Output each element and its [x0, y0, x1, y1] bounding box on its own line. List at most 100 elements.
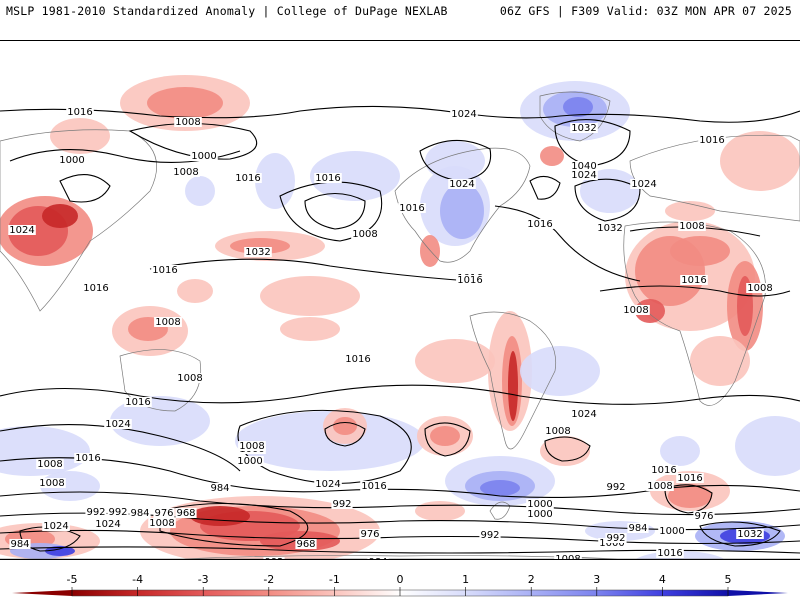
isobar-label: 1016 — [314, 173, 342, 184]
isobar-label: 1032 — [596, 223, 624, 234]
isobar-label: 1008 — [351, 229, 379, 240]
colorbar-tick-label: -3 — [198, 573, 209, 586]
anomaly-blob — [42, 204, 78, 228]
colorbar-segment — [531, 590, 598, 596]
isobar-label-bg — [526, 499, 554, 509]
isobar-label: 1016 — [151, 265, 179, 276]
colorbar-tick-label: 4 — [659, 573, 666, 586]
isobar-label: 1008 — [154, 317, 182, 328]
anomaly-blob — [333, 417, 357, 435]
anomaly-blob — [670, 236, 730, 266]
colorbar-segment — [465, 590, 532, 596]
isobar-line — [529, 175, 561, 200]
isobar-label-text: 1024 — [43, 521, 68, 532]
coastline — [0, 129, 158, 312]
isobar-label: 1000 — [190, 151, 218, 162]
isobar-label-bg — [154, 317, 182, 327]
isobar-label-text: 1008 — [177, 373, 202, 384]
isobar-label: 1024 — [630, 179, 658, 190]
isobar-line — [599, 285, 791, 297]
anomaly-blob — [735, 416, 800, 476]
isobar-line — [424, 422, 471, 457]
isobar-label-bg — [124, 397, 152, 407]
isobar-label-bg — [107, 507, 129, 517]
isobar-label-bg — [693, 511, 715, 521]
map-title: MSLP 1981-2010 Standardized Anomaly | Co… — [6, 4, 448, 18]
isobar-label-text: 1000 — [527, 509, 552, 520]
isobar-label-text: 976 — [154, 508, 173, 519]
isobar-label: 1000 — [236, 456, 264, 467]
isobar-line — [544, 436, 591, 462]
isobar-label-bg — [622, 305, 650, 315]
isobar-label-text: 1024 — [451, 109, 476, 120]
isobar-line — [0, 529, 800, 545]
isobar-label-bg — [570, 161, 598, 171]
isobar-label-bg — [190, 151, 218, 161]
isobar-label-bg — [658, 526, 686, 536]
isobar-line — [494, 205, 641, 282]
isobar-label-text: 1008 — [555, 554, 580, 559]
isobar-label-bg — [456, 275, 484, 285]
isobar-label: 1008 — [148, 518, 176, 529]
isobar-label-bg — [153, 508, 175, 518]
isobar-label: 984 — [129, 508, 151, 519]
isobar-label-text: 1000 — [599, 538, 624, 549]
isobar-label: 1040 — [570, 161, 598, 172]
isobar-label-bg — [151, 265, 179, 275]
isobar-line — [419, 139, 492, 182]
isobar-label-text: 1024 — [9, 225, 34, 236]
isobar-label-text: 1008 — [39, 478, 64, 489]
colorbar-tick-label: 3 — [593, 573, 600, 586]
isobar-label-bg — [129, 508, 151, 518]
isobar-label-bg — [544, 426, 572, 436]
isobar-label-bg — [238, 441, 266, 451]
isobar-label-bg — [234, 173, 262, 183]
isobar-label-text: 992 — [606, 482, 625, 493]
anomaly-blob — [668, 484, 712, 508]
isobar-label-bg — [94, 519, 122, 529]
isobar-label-bg — [570, 409, 598, 419]
isobar-label: 1016 — [680, 275, 708, 286]
isobar-label: 1016 — [124, 397, 152, 408]
isobar-label: 1024 — [570, 170, 598, 181]
isobar-label-bg — [359, 529, 381, 539]
isobar-label-bg — [36, 459, 64, 469]
isobar-label-text: 1008 — [175, 117, 200, 128]
isobar-label-text: 1016 — [125, 397, 150, 408]
isobar-label: 984 — [627, 523, 649, 534]
isobar-label-bg — [236, 456, 264, 466]
isobar-label: 992 — [479, 530, 501, 541]
isobar-label-text: 984 — [210, 483, 229, 494]
colorbar-tick-label: 0 — [397, 573, 404, 586]
isobar-label-text: 1000 — [59, 155, 84, 166]
isobar-label-bg — [9, 539, 31, 549]
isobar-label: 1024 — [448, 179, 476, 190]
colorbar-tick-label: -1 — [329, 573, 340, 586]
isobar-label-text: 1008 — [155, 317, 180, 328]
isobar-label-bg — [698, 135, 726, 145]
anomaly-shading — [0, 75, 800, 559]
isobar-label-bg — [650, 465, 678, 475]
coastline — [0, 555, 800, 559]
isobar-label-text: 1008 — [623, 305, 648, 316]
isobar-label: 1032 — [244, 247, 272, 258]
anomaly-blob — [177, 279, 213, 303]
isobar-label-text: 984 — [628, 523, 647, 534]
colorbar-segment — [596, 590, 663, 596]
isobar-line — [149, 258, 471, 282]
isobar-label-text: 984 — [368, 557, 387, 559]
isobar-label: 976 — [359, 529, 381, 540]
isobar-label-bg — [479, 530, 501, 540]
isobar-label-text: 1016 — [457, 275, 482, 286]
isobar-label-bg — [450, 109, 478, 119]
isobar-line — [0, 491, 800, 516]
anomaly-blob — [235, 411, 425, 471]
isobar-label: 1008 — [176, 373, 204, 384]
isobar-label-bg — [82, 283, 110, 293]
isobar-label: 1016 — [66, 107, 94, 118]
isobar-label: 992 — [85, 507, 107, 518]
isobar-label-text: 1000 — [237, 456, 262, 467]
isobar-label-bg — [351, 229, 379, 239]
isobar-label: 1024 — [450, 109, 478, 120]
colorbar-tick-label: 1 — [462, 573, 469, 586]
